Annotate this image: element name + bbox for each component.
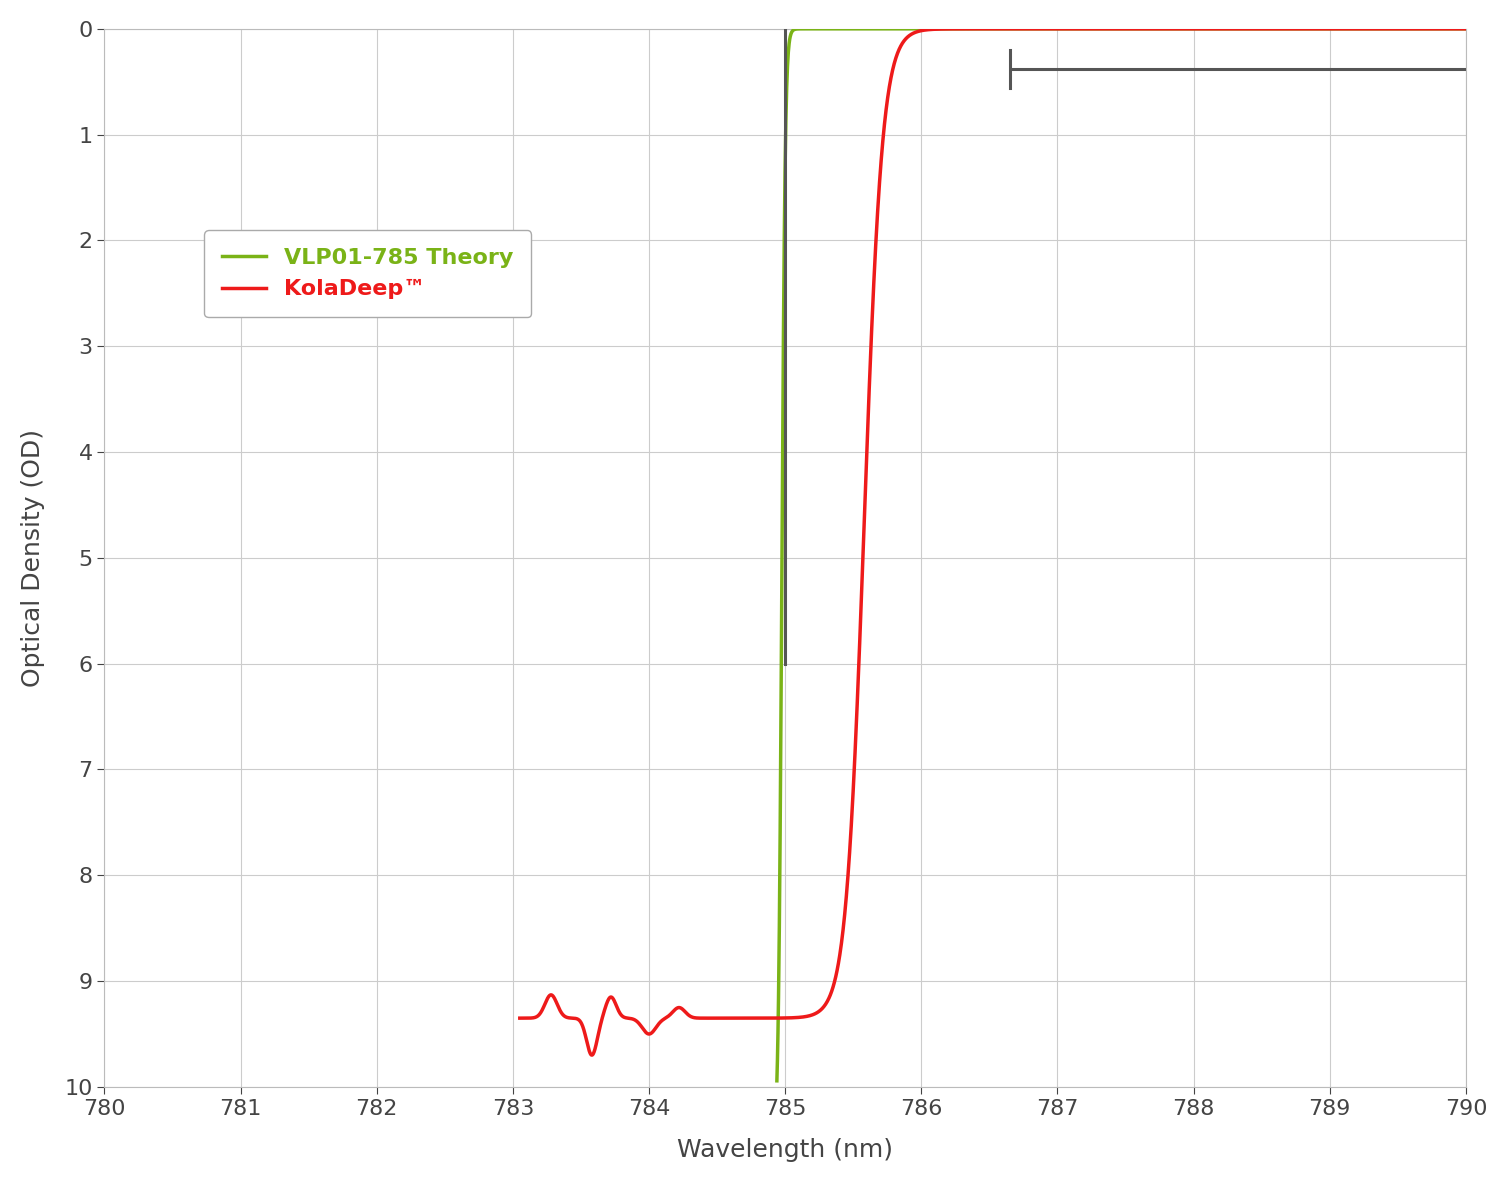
X-axis label: Wavelength (nm): Wavelength (nm) xyxy=(677,1138,893,1162)
Y-axis label: Optical Density (OD): Optical Density (OD) xyxy=(21,429,45,687)
Legend: VLP01-785 Theory, KolaDeep™: VLP01-785 Theory, KolaDeep™ xyxy=(204,231,531,317)
